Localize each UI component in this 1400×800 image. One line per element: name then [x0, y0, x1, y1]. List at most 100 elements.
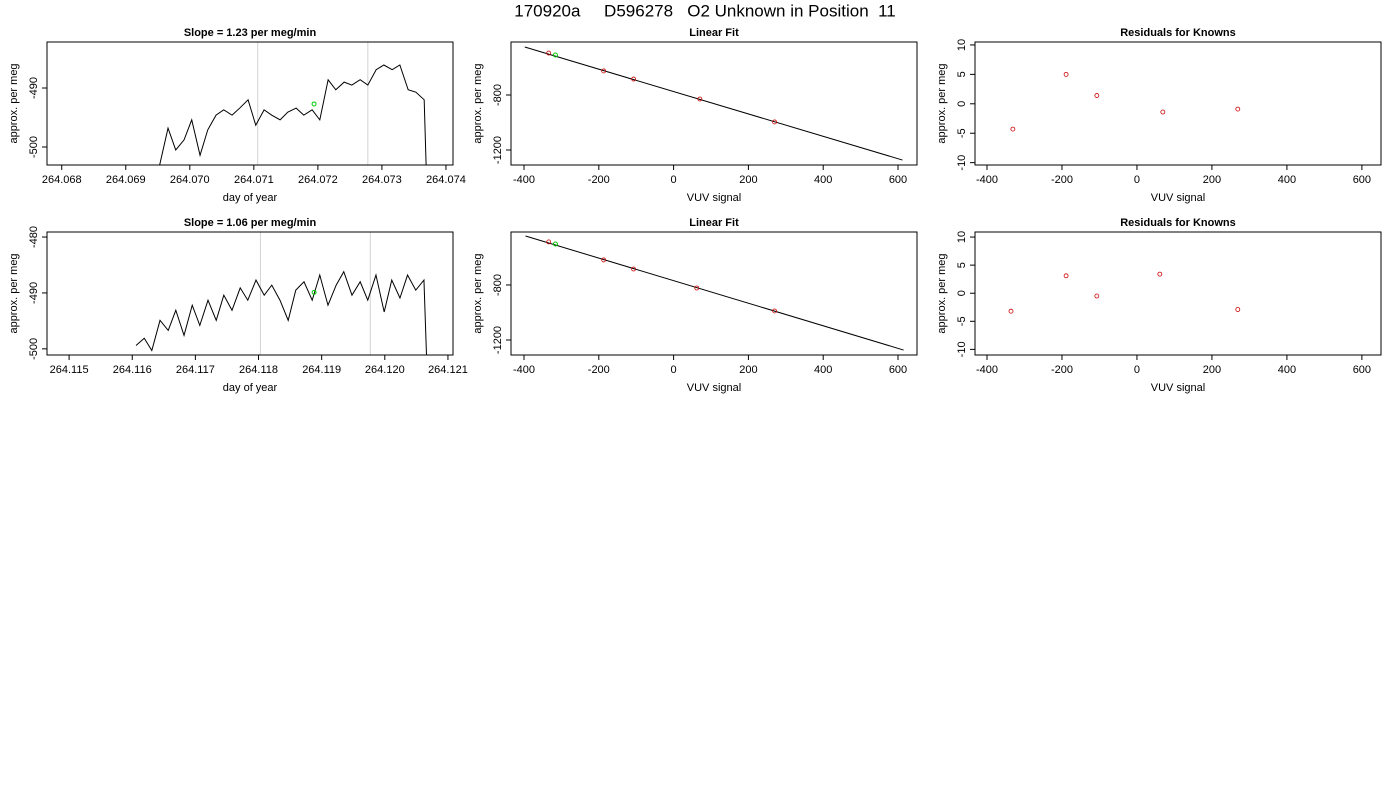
x-tick-label: 600 — [889, 364, 907, 376]
panel: Residuals for Knowns VUV signal approx. pe… — [936, 217, 1382, 394]
x-tick-label: 0 — [1134, 364, 1140, 376]
y-axis-label: approx. per meg — [8, 63, 20, 143]
x-tick-label: 400 — [1278, 364, 1296, 376]
x-tick-label: -200 — [588, 174, 610, 186]
x-tick-label: 264.071 — [234, 174, 274, 186]
data-point — [697, 96, 703, 102]
plot-frame — [974, 231, 1382, 356]
y-tick-label: -800 — [492, 84, 504, 106]
data-point — [1160, 109, 1166, 115]
y-tick-label: -5 — [956, 128, 968, 138]
panel-title: Residuals for Knowns — [1120, 217, 1236, 229]
plot-area — [135, 232, 427, 355]
y-tick-label: -800 — [492, 274, 504, 296]
data-point — [772, 308, 777, 314]
data-line — [135, 270, 427, 355]
fit-line — [525, 235, 904, 351]
y-tick-label: -500 — [28, 338, 40, 360]
data-point — [1010, 126, 1016, 132]
x-tick-label: 400 — [814, 174, 832, 186]
x-tick-label: -400 — [513, 364, 535, 376]
y-tick-label: -10 — [956, 341, 968, 357]
data-point — [1235, 307, 1241, 312]
y-axis-label: approx. per meg — [936, 63, 948, 143]
figure-title: 170920a D596278 O2 Unknown in Position 1… — [514, 1, 896, 20]
y-tick-label: 0 — [956, 290, 968, 296]
x-axis-label: day of year — [223, 192, 278, 204]
x-tick-label: 264.121 — [428, 364, 468, 376]
x-tick-label: -400 — [976, 364, 998, 376]
y-tick-label: -1200 — [492, 136, 504, 164]
x-tick-label: -200 — [1051, 364, 1073, 376]
data-point — [601, 68, 607, 74]
x-axis-label: day of year — [223, 382, 278, 394]
x-tick-label: 264.074 — [426, 174, 466, 186]
x-tick-label: 264.072 — [298, 174, 338, 186]
plot-frame — [510, 41, 918, 166]
y-tick-label: 5 — [956, 262, 968, 268]
highlight-point — [552, 241, 558, 247]
data-point — [1157, 271, 1163, 277]
y-tick-label: 5 — [956, 71, 968, 77]
x-tick-label: 200 — [1203, 174, 1221, 186]
panel: Slope = 1.23 per meg/min day of year appro… — [8, 27, 466, 204]
x-tick-label: -400 — [976, 174, 998, 186]
x-tick-label: 600 — [1353, 364, 1371, 376]
x-tick-label: 200 — [1203, 364, 1221, 376]
plot-area — [1010, 71, 1241, 132]
x-tick-label: 264.073 — [362, 174, 402, 186]
data-point — [694, 285, 700, 291]
x-axis-label: VUV signal — [1151, 192, 1205, 204]
x-tick-label: 264.070 — [170, 174, 210, 186]
data-point — [772, 119, 777, 125]
y-tick-label: -10 — [956, 155, 968, 171]
data-point — [1094, 293, 1100, 299]
x-axis-label: VUV signal — [687, 382, 741, 394]
data-point — [546, 239, 552, 245]
data-point — [1235, 106, 1241, 112]
x-tick-label: 400 — [814, 364, 832, 376]
y-tick-label: 10 — [956, 39, 968, 51]
x-tick-label: 264.120 — [365, 364, 405, 376]
x-tick-label: 0 — [671, 174, 677, 186]
x-tick-label: 264.069 — [106, 174, 146, 186]
y-axis-label: approx. per meg — [936, 253, 948, 333]
plot-area — [525, 235, 904, 351]
x-tick-label: 264.068 — [42, 174, 82, 186]
panel-title: Residuals for Knowns — [1120, 27, 1236, 39]
y-axis-label: approx. per meg — [8, 253, 20, 333]
x-axis-label: VUV signal — [687, 192, 741, 204]
x-tick-label: 400 — [1278, 174, 1296, 186]
data-point — [1063, 273, 1069, 279]
data-point — [631, 266, 636, 272]
x-tick-label: 200 — [739, 174, 757, 186]
highlight-point — [311, 101, 317, 107]
x-tick-label: 264.115 — [50, 364, 89, 376]
plot-frame — [510, 231, 918, 356]
plot-frame — [46, 41, 454, 166]
x-tick-label: 600 — [889, 174, 907, 186]
panel: Residuals for Knowns VUV signal approx. pe… — [936, 27, 1382, 204]
y-tick-label: -1200 — [492, 326, 504, 354]
y-tick-label: -480 — [28, 226, 40, 248]
panel-title: Slope = 1.06 per meg/min — [184, 217, 317, 229]
panel-title: Slope = 1.23 per meg/min — [184, 27, 317, 39]
panel-title: Linear Fit — [689, 217, 739, 229]
y-tick-label: -5 — [956, 316, 968, 326]
data-point — [601, 257, 607, 263]
highlight-point — [552, 52, 558, 58]
highlight-point — [311, 289, 317, 295]
data-point — [1094, 93, 1100, 98]
x-tick-label: 0 — [1134, 174, 1140, 186]
x-tick-label: 600 — [1353, 174, 1371, 186]
y-axis-label: approx. per meg — [472, 253, 484, 333]
fit-line — [524, 46, 903, 161]
panel-title: Linear Fit — [689, 27, 739, 39]
y-tick-label: -490 — [28, 77, 40, 99]
y-tick-label: -490 — [28, 282, 40, 304]
x-tick-label: 264.118 — [239, 364, 278, 376]
x-axis-label: VUV signal — [1151, 382, 1205, 394]
y-tick-label: 10 — [956, 231, 968, 243]
